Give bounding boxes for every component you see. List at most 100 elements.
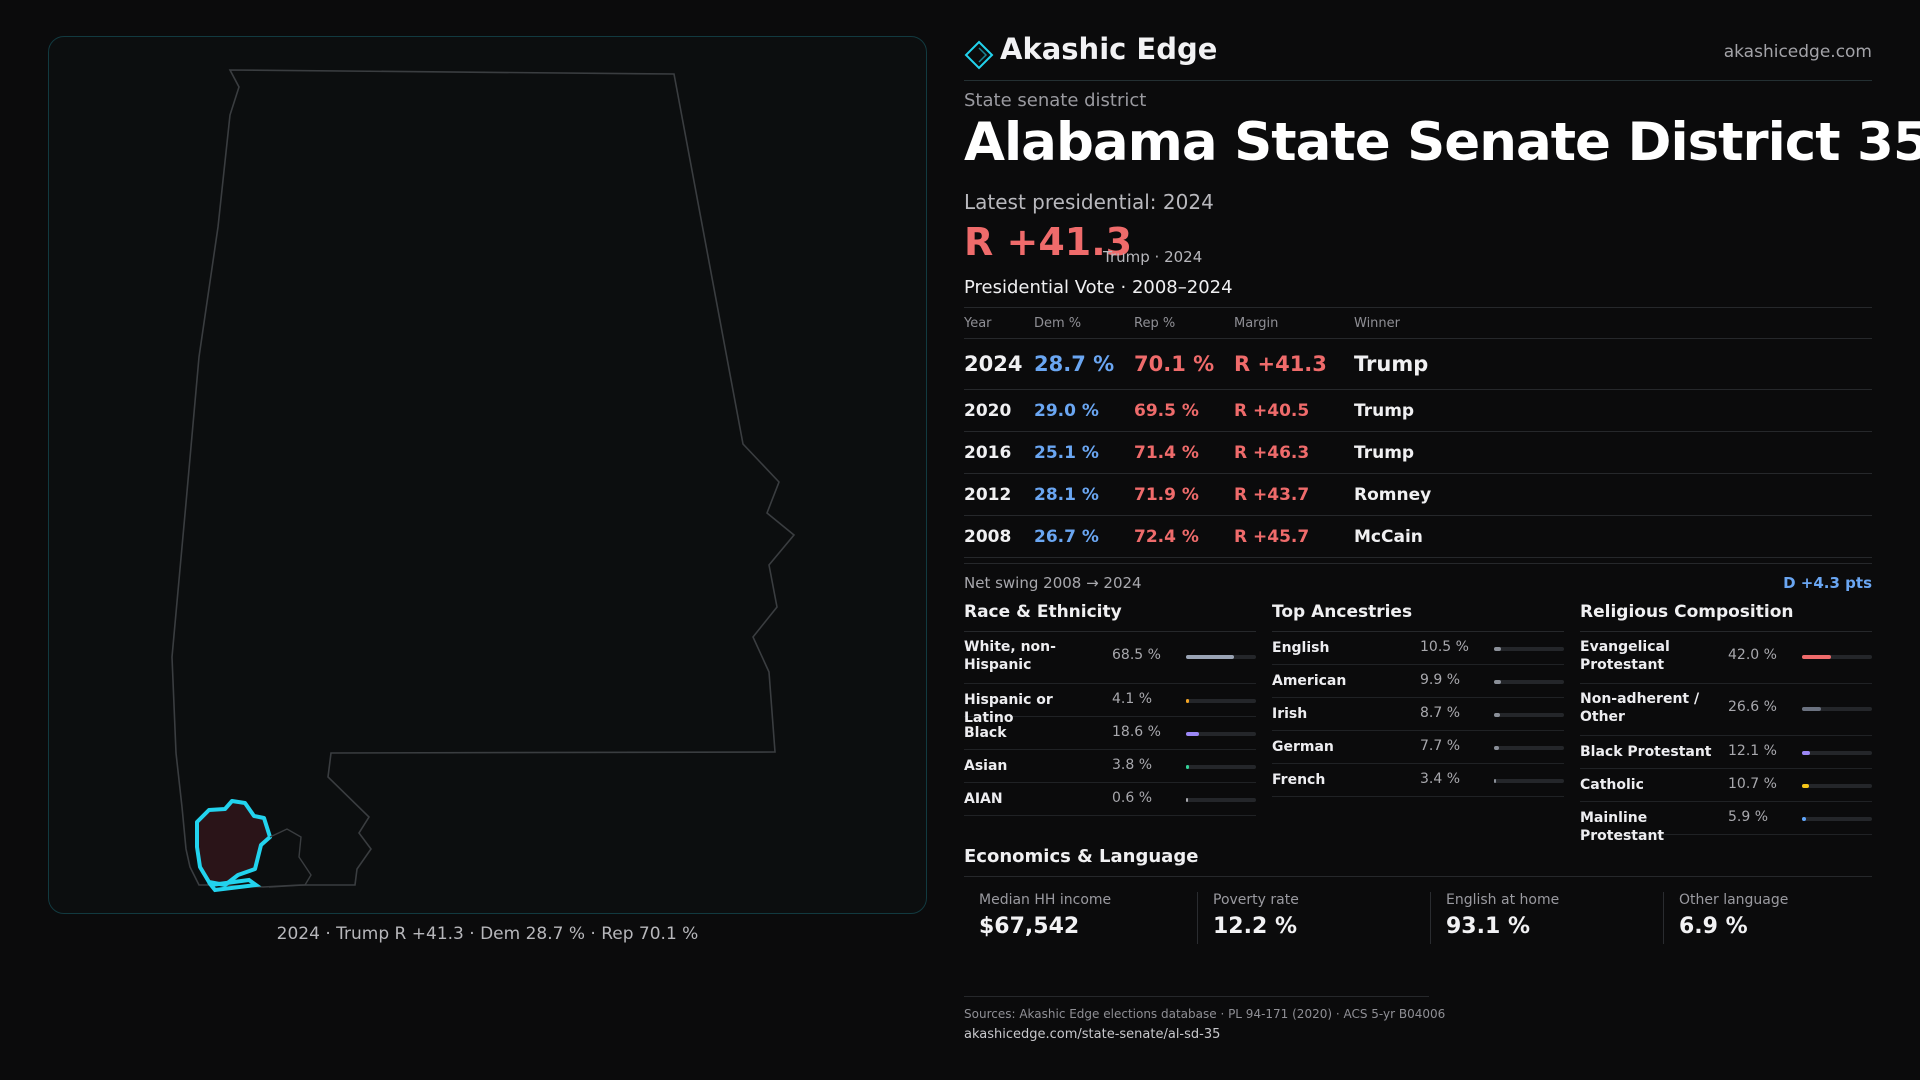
stat-english-at-home: English at home 93.1 % xyxy=(1430,892,1664,944)
net-swing-row: Net swing 2008 → 2024 D +4.3 pts xyxy=(964,563,1872,600)
bar-track xyxy=(1494,713,1564,717)
bar-track xyxy=(1186,655,1256,659)
net-swing-label: Net swing 2008 → 2024 xyxy=(964,574,1142,592)
table-row: 2008 26.7 % 72.4 % R +45.7 McCain xyxy=(964,516,1872,558)
stat-poverty-rate: Poverty rate 12.2 % xyxy=(1197,892,1431,944)
headline-winner-year: Trump · 2024 xyxy=(1103,248,1203,266)
race-ethnicity-title: Race & Ethnicity xyxy=(964,602,1256,632)
item-label: American xyxy=(1272,673,1347,689)
item-value: 42.0 % xyxy=(1728,647,1777,663)
cell-rep: 72.4 % xyxy=(1134,527,1199,547)
cell-rep: 70.1 % xyxy=(1134,352,1215,376)
header-margin: Margin xyxy=(1234,316,1279,331)
item-label: French xyxy=(1272,772,1326,788)
header-year: Year xyxy=(964,316,992,331)
stat-label: English at home xyxy=(1446,892,1560,908)
item-value: 26.6 % xyxy=(1728,699,1777,715)
list-item: Asian 3.8 % xyxy=(964,750,1256,783)
bar-fill xyxy=(1186,765,1189,769)
list-item: Irish 8.7 % xyxy=(1272,698,1564,731)
bar-track xyxy=(1802,655,1872,659)
stat-value: 6.9 % xyxy=(1679,914,1748,939)
bar-fill xyxy=(1802,707,1821,711)
item-value: 4.1 % xyxy=(1112,691,1153,707)
item-value: 18.6 % xyxy=(1112,724,1161,740)
bar-track xyxy=(1494,680,1564,684)
cell-dem: 28.7 % xyxy=(1034,352,1115,376)
table-header: Year Dem % Rep % Margin Winner xyxy=(964,307,1872,339)
cell-winner: Trump xyxy=(1354,352,1429,376)
bar-track xyxy=(1186,798,1256,802)
district-35-island[interactable] xyxy=(207,877,262,893)
stat-value: 12.2 % xyxy=(1213,914,1297,939)
header-rep: Rep % xyxy=(1134,316,1176,331)
headline-margin: R +41.3 xyxy=(964,220,1133,264)
bar-fill xyxy=(1802,784,1810,788)
list-item: Non-adherent / Other 26.6 % xyxy=(1580,684,1872,736)
sources-footer: Sources: Akashic Edge elections database… xyxy=(964,996,1445,1042)
cell-year: 2012 xyxy=(964,485,1012,505)
bar-track xyxy=(1186,732,1256,736)
religion-panel: Religious Composition Evangelical Protes… xyxy=(1580,602,1872,844)
bar-track xyxy=(1494,746,1564,750)
table-row: 2012 28.1 % 71.9 % R +43.7 Romney xyxy=(964,474,1872,516)
district-35-shape[interactable] xyxy=(195,799,272,887)
item-value: 68.5 % xyxy=(1112,647,1161,663)
item-label: Irish xyxy=(1272,706,1308,722)
list-item: American 9.9 % xyxy=(1272,665,1564,698)
bar-fill xyxy=(1186,699,1189,703)
item-value: 5.9 % xyxy=(1728,809,1769,825)
cell-year: 2020 xyxy=(964,401,1012,421)
brand-name: Akashic Edge xyxy=(1000,32,1218,66)
list-item: Catholic 10.7 % xyxy=(1580,769,1872,802)
list-item: Black 18.6 % xyxy=(964,717,1256,750)
page-title: Alabama State Senate District 35 xyxy=(964,112,1920,173)
source-url-link[interactable]: akashicedge.com/state-senate/al-sd-35 xyxy=(964,1027,1221,1042)
sources-text: Sources: Akashic Edge elections database… xyxy=(964,1007,1446,1021)
item-value: 8.7 % xyxy=(1420,705,1461,721)
list-item: White, non-Hispanic 68.5 % xyxy=(964,632,1256,684)
item-value: 12.1 % xyxy=(1728,743,1777,759)
brand-header: Akashic Edge akashicedge.com xyxy=(964,30,1872,81)
cell-dem: 26.7 % xyxy=(1034,527,1099,547)
header-dem: Dem % xyxy=(1034,316,1082,331)
bar-fill xyxy=(1802,817,1807,821)
bar-track xyxy=(1186,765,1256,769)
stat-label: Poverty rate xyxy=(1213,892,1299,908)
cell-winner: McCain xyxy=(1354,527,1423,547)
list-item: Evangelical Protestant 42.0 % xyxy=(1580,632,1872,684)
list-item: French 3.4 % xyxy=(1272,764,1564,797)
net-swing-value: D +4.3 pts xyxy=(1783,574,1872,592)
presidential-vote-title: Presidential Vote · 2008–2024 xyxy=(964,277,1233,298)
bar-fill xyxy=(1494,647,1502,651)
bar-track xyxy=(1802,784,1872,788)
header-winner: Winner xyxy=(1354,316,1401,331)
bar-fill xyxy=(1186,655,1234,659)
economics-title: Economics & Language xyxy=(964,846,1872,877)
item-label: German xyxy=(1272,739,1334,755)
cell-rep: 71.4 % xyxy=(1134,443,1199,463)
cell-margin: R +45.7 xyxy=(1234,527,1310,547)
item-label: Black xyxy=(964,725,1007,741)
item-value: 7.7 % xyxy=(1420,738,1461,754)
district-map[interactable] xyxy=(48,36,927,914)
religion-title: Religious Composition xyxy=(1580,602,1872,632)
stat-median-income: Median HH income $67,542 xyxy=(964,892,1197,944)
item-label: White, non-Hispanic xyxy=(964,639,1056,673)
item-value: 3.8 % xyxy=(1112,757,1153,773)
table-row: 2024 28.7 % 70.1 % R +41.3 Trump xyxy=(964,339,1872,390)
cell-year: 2008 xyxy=(964,527,1012,547)
stat-other-language: Other language 6.9 % xyxy=(1663,892,1897,944)
diamond-logo-icon xyxy=(964,40,994,70)
list-item: AIAN 0.6 % xyxy=(964,783,1256,816)
brand-url-link[interactable]: akashicedge.com xyxy=(1723,42,1872,62)
cell-year: 2024 xyxy=(964,352,1023,376)
bar-track xyxy=(1494,647,1564,651)
alabama-state-outline xyxy=(171,69,796,888)
cell-dem: 28.1 % xyxy=(1034,485,1099,505)
item-label: Black Protestant xyxy=(1580,744,1712,760)
bar-fill xyxy=(1494,779,1497,783)
bar-track xyxy=(1186,699,1256,703)
item-label: Asian xyxy=(964,758,1008,774)
list-item: Black Protestant 12.1 % xyxy=(1580,736,1872,769)
